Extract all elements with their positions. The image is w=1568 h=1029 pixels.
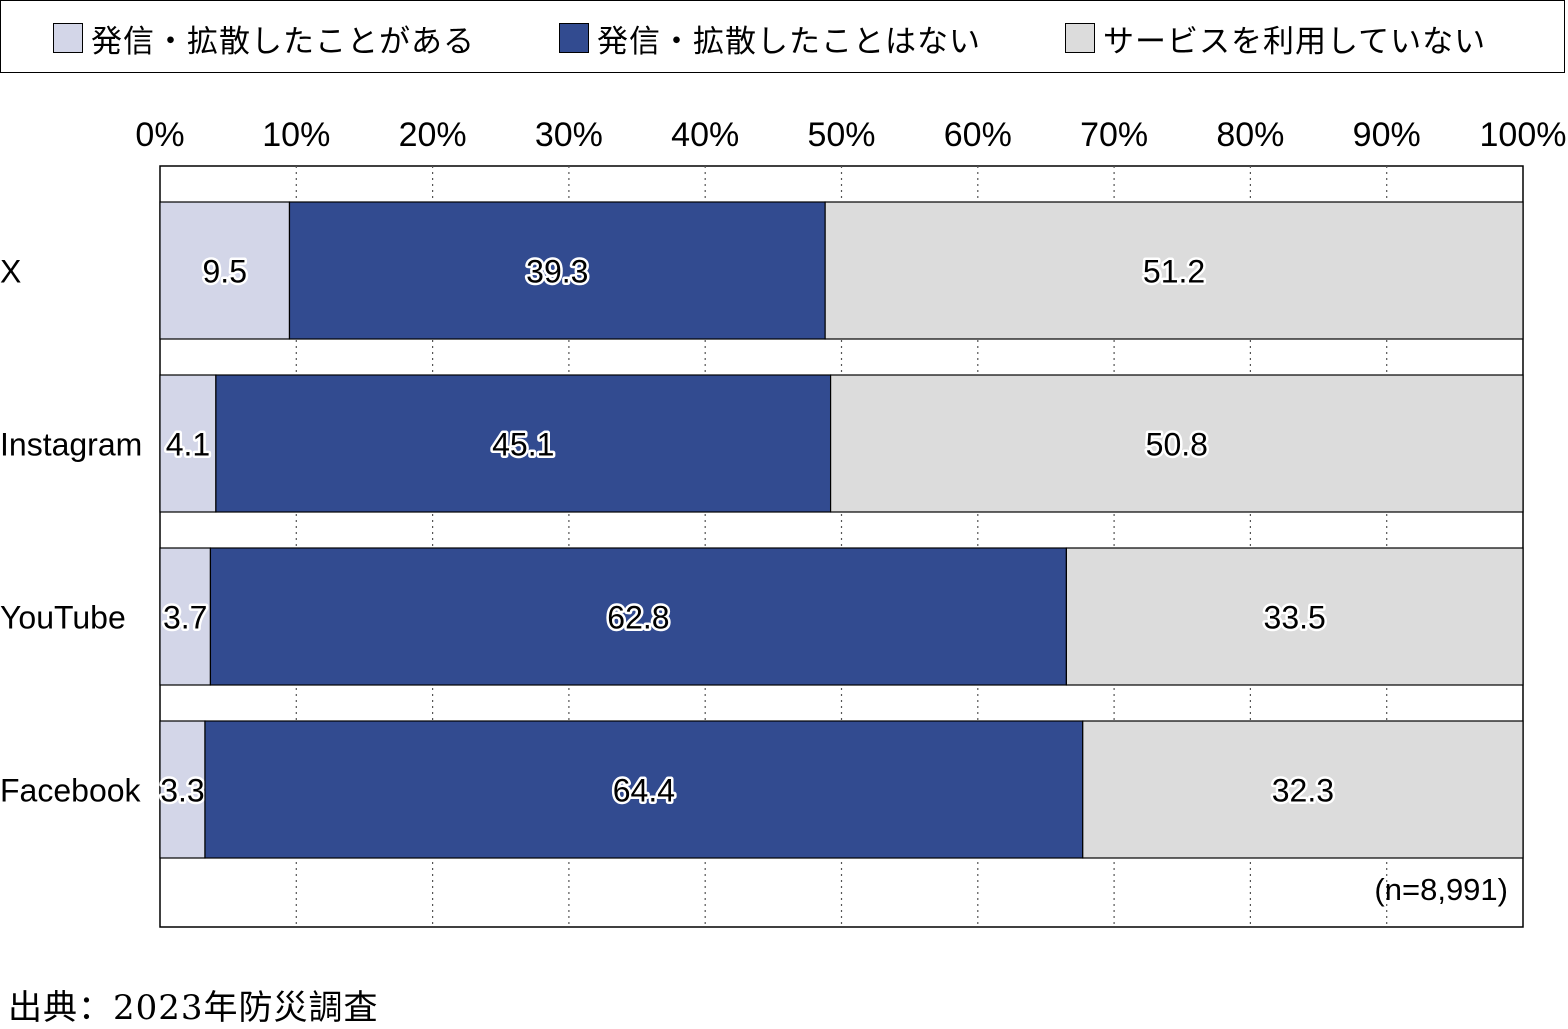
legend-item-posted: 発信・拡散したことがある — [53, 18, 475, 60]
bar-segment — [215, 374, 832, 513]
data-label: 9.5 — [203, 254, 247, 290]
x-tick-label: 30% — [535, 116, 603, 154]
x-tick-label: 50% — [807, 116, 875, 154]
data-label: 3.3 — [160, 773, 204, 809]
source-note: 出典：2023年防災調査 — [8, 988, 379, 1028]
x-tick-label: 10% — [262, 116, 330, 154]
data-label: 4.1 — [166, 427, 210, 463]
bar-segment — [288, 201, 826, 340]
bar-segment — [159, 547, 212, 686]
bar-segment — [1065, 547, 1524, 686]
x-tick-label: 40% — [671, 116, 739, 154]
sample-size-note: (n=8,991) — [1374, 872, 1508, 907]
legend-item-not-using: サービスを利用していない — [1065, 18, 1487, 60]
data-label: 32.3 — [1272, 773, 1334, 809]
x-tick-label: 100% — [1480, 116, 1567, 154]
legend-label-not-using: サービスを利用していない — [1103, 23, 1487, 60]
data-label: 64.4 — [613, 773, 675, 809]
legend-label-posted: 発信・拡散したことがある — [91, 23, 475, 60]
legend-item-not-posted: 発信・拡散したことはない — [559, 18, 981, 60]
x-tick-label: 80% — [1216, 116, 1284, 154]
bar-segment — [159, 201, 291, 340]
category-label: Facebook — [0, 773, 142, 809]
data-label: 45.1 — [492, 427, 554, 463]
legend-swatch-not-posted — [559, 23, 589, 53]
x-tick-label: 90% — [1353, 116, 1421, 154]
x-tick-label: 70% — [1080, 116, 1148, 154]
category-label: X — [0, 254, 21, 290]
x-tick-label: 60% — [944, 116, 1012, 154]
bar-segment — [829, 374, 1524, 513]
legend-label-not-posted: 発信・拡散したことはない — [597, 23, 981, 60]
bar-segment — [204, 720, 1084, 859]
data-label: 33.5 — [1264, 600, 1326, 636]
legend: 発信・拡散したことがある 発信・拡散したことはない サービスを利用していない — [0, 0, 1565, 73]
legend-swatch-not-using — [1065, 23, 1095, 53]
bar-segment — [209, 547, 1067, 686]
data-label: 51.2 — [1143, 254, 1205, 290]
data-label: 3.7 — [163, 600, 207, 636]
bar-segment — [1082, 720, 1524, 859]
data-label: 39.3 — [526, 254, 588, 290]
data-label: 50.8 — [1146, 427, 1208, 463]
stacked-bar-chart: 0% 10% 20% 30% 40% 50% 60% 70% 80% 90% 100% 9.5 39.3… — [0, 116, 1567, 928]
bar-segment — [159, 720, 206, 859]
bar-segment — [159, 374, 217, 513]
category-label: YouTube — [0, 600, 126, 636]
x-tick-label: 20% — [399, 116, 467, 154]
bar-segment — [824, 201, 1524, 340]
legend-swatch-posted — [53, 23, 83, 53]
data-label: 62.8 — [607, 600, 669, 636]
category-label: Instagram — [0, 427, 142, 463]
x-tick-label: 0% — [135, 116, 184, 154]
